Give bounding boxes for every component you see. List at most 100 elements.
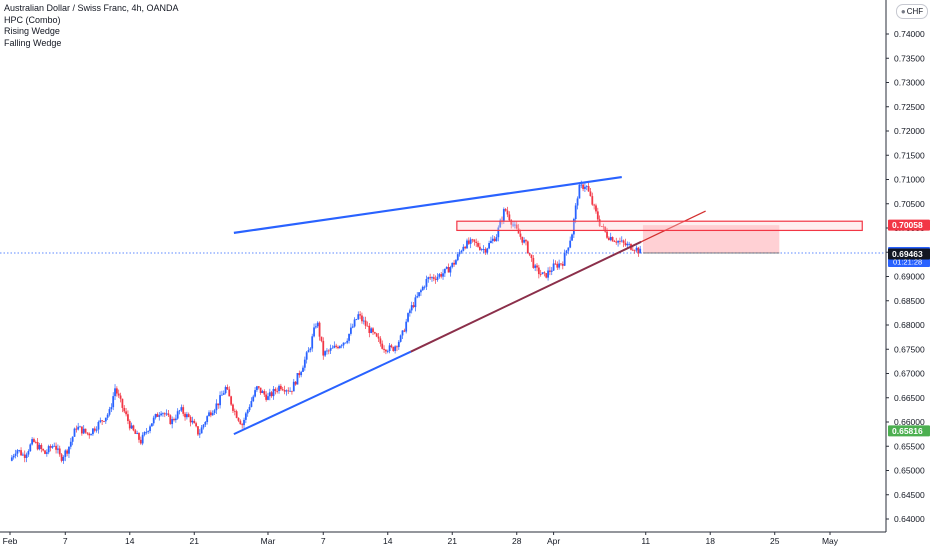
candle [204, 422, 207, 425]
candle [351, 326, 354, 328]
candle [90, 434, 92, 436]
candle [51, 446, 54, 448]
candle [453, 262, 455, 265]
candle [613, 241, 616, 243]
candle [25, 454, 28, 458]
candle [232, 404, 234, 411]
candle [537, 267, 540, 275]
symbol-title[interactable]: Australian Dollar / Swiss Franc, 4h, OAN… [4, 3, 179, 13]
candle [12, 455, 15, 458]
candle [578, 184, 581, 199]
candle [449, 267, 452, 273]
candle [506, 210, 509, 215]
candle [156, 414, 159, 417]
candle [130, 425, 133, 429]
candle [484, 249, 487, 253]
candle [513, 224, 516, 226]
indicator-rising-wedge[interactable]: Rising Wedge [4, 26, 60, 36]
candle [477, 242, 479, 247]
candle [309, 348, 312, 351]
resistance-box[interactable] [456, 220, 863, 232]
upper-wedge-line[interactable] [233, 175, 622, 234]
candle [361, 315, 363, 322]
candle [147, 431, 150, 432]
candle [353, 319, 356, 327]
candle [420, 290, 422, 293]
candle [549, 270, 551, 272]
x-tick-label: 21 [448, 536, 458, 546]
candle [291, 390, 293, 392]
candle [187, 414, 190, 417]
candle [497, 227, 500, 238]
candle [541, 272, 544, 275]
candle [27, 451, 30, 455]
trend-line[interactable] [410, 240, 642, 353]
candle [438, 274, 441, 277]
indicator-hpc[interactable]: HPC (Combo) [4, 14, 61, 25]
candle [539, 274, 542, 275]
lower-wedge-line[interactable] [233, 350, 412, 436]
candle [152, 417, 155, 424]
candle [534, 265, 537, 268]
candle [221, 394, 223, 396]
candle [547, 270, 549, 278]
candle [392, 346, 395, 351]
candle [276, 390, 279, 392]
y-tick-label: 0.65000 [894, 466, 925, 476]
candle [178, 410, 181, 412]
candle [110, 407, 113, 410]
candle [134, 430, 137, 434]
x-tick-label: 28 [512, 536, 522, 546]
candle [596, 211, 599, 220]
candle [440, 274, 443, 277]
candle [368, 325, 371, 333]
candle [209, 412, 212, 416]
candle [215, 403, 218, 411]
candle [21, 454, 24, 456]
candle [95, 429, 98, 431]
indicator-falling-wedge[interactable]: Falling Wedge [4, 37, 62, 48]
candle [337, 346, 339, 349]
candle [558, 263, 561, 268]
candle [587, 186, 590, 192]
candle [224, 387, 227, 394]
candle [68, 446, 70, 454]
candle [208, 412, 210, 417]
candle [425, 279, 428, 287]
candle [637, 247, 640, 254]
candle [314, 326, 317, 328]
x-tick-label: May [822, 536, 839, 546]
candle [117, 393, 120, 396]
candle [307, 350, 310, 353]
candle [200, 427, 203, 434]
candle [193, 420, 196, 424]
candle [607, 237, 610, 240]
candle [455, 260, 457, 265]
candle [628, 243, 631, 245]
candle [331, 347, 334, 349]
candle [305, 352, 308, 360]
candle [523, 240, 526, 243]
candle [138, 432, 140, 440]
candle [379, 338, 382, 344]
candle [436, 276, 439, 280]
candle [609, 237, 612, 240]
currency-button[interactable]: ●CHF [896, 4, 928, 19]
candle [93, 428, 96, 431]
candle [281, 389, 284, 391]
candle [467, 240, 470, 244]
candle [33, 439, 35, 442]
trend-line-extension[interactable] [640, 210, 706, 243]
candle [598, 219, 601, 226]
candle [530, 254, 533, 259]
x-tick-label: 14 [125, 536, 135, 546]
candle [128, 420, 131, 429]
candle [418, 292, 420, 297]
candle [206, 416, 209, 423]
candle [478, 246, 481, 250]
candle [346, 340, 349, 343]
candle [23, 454, 26, 458]
candle [313, 327, 315, 337]
